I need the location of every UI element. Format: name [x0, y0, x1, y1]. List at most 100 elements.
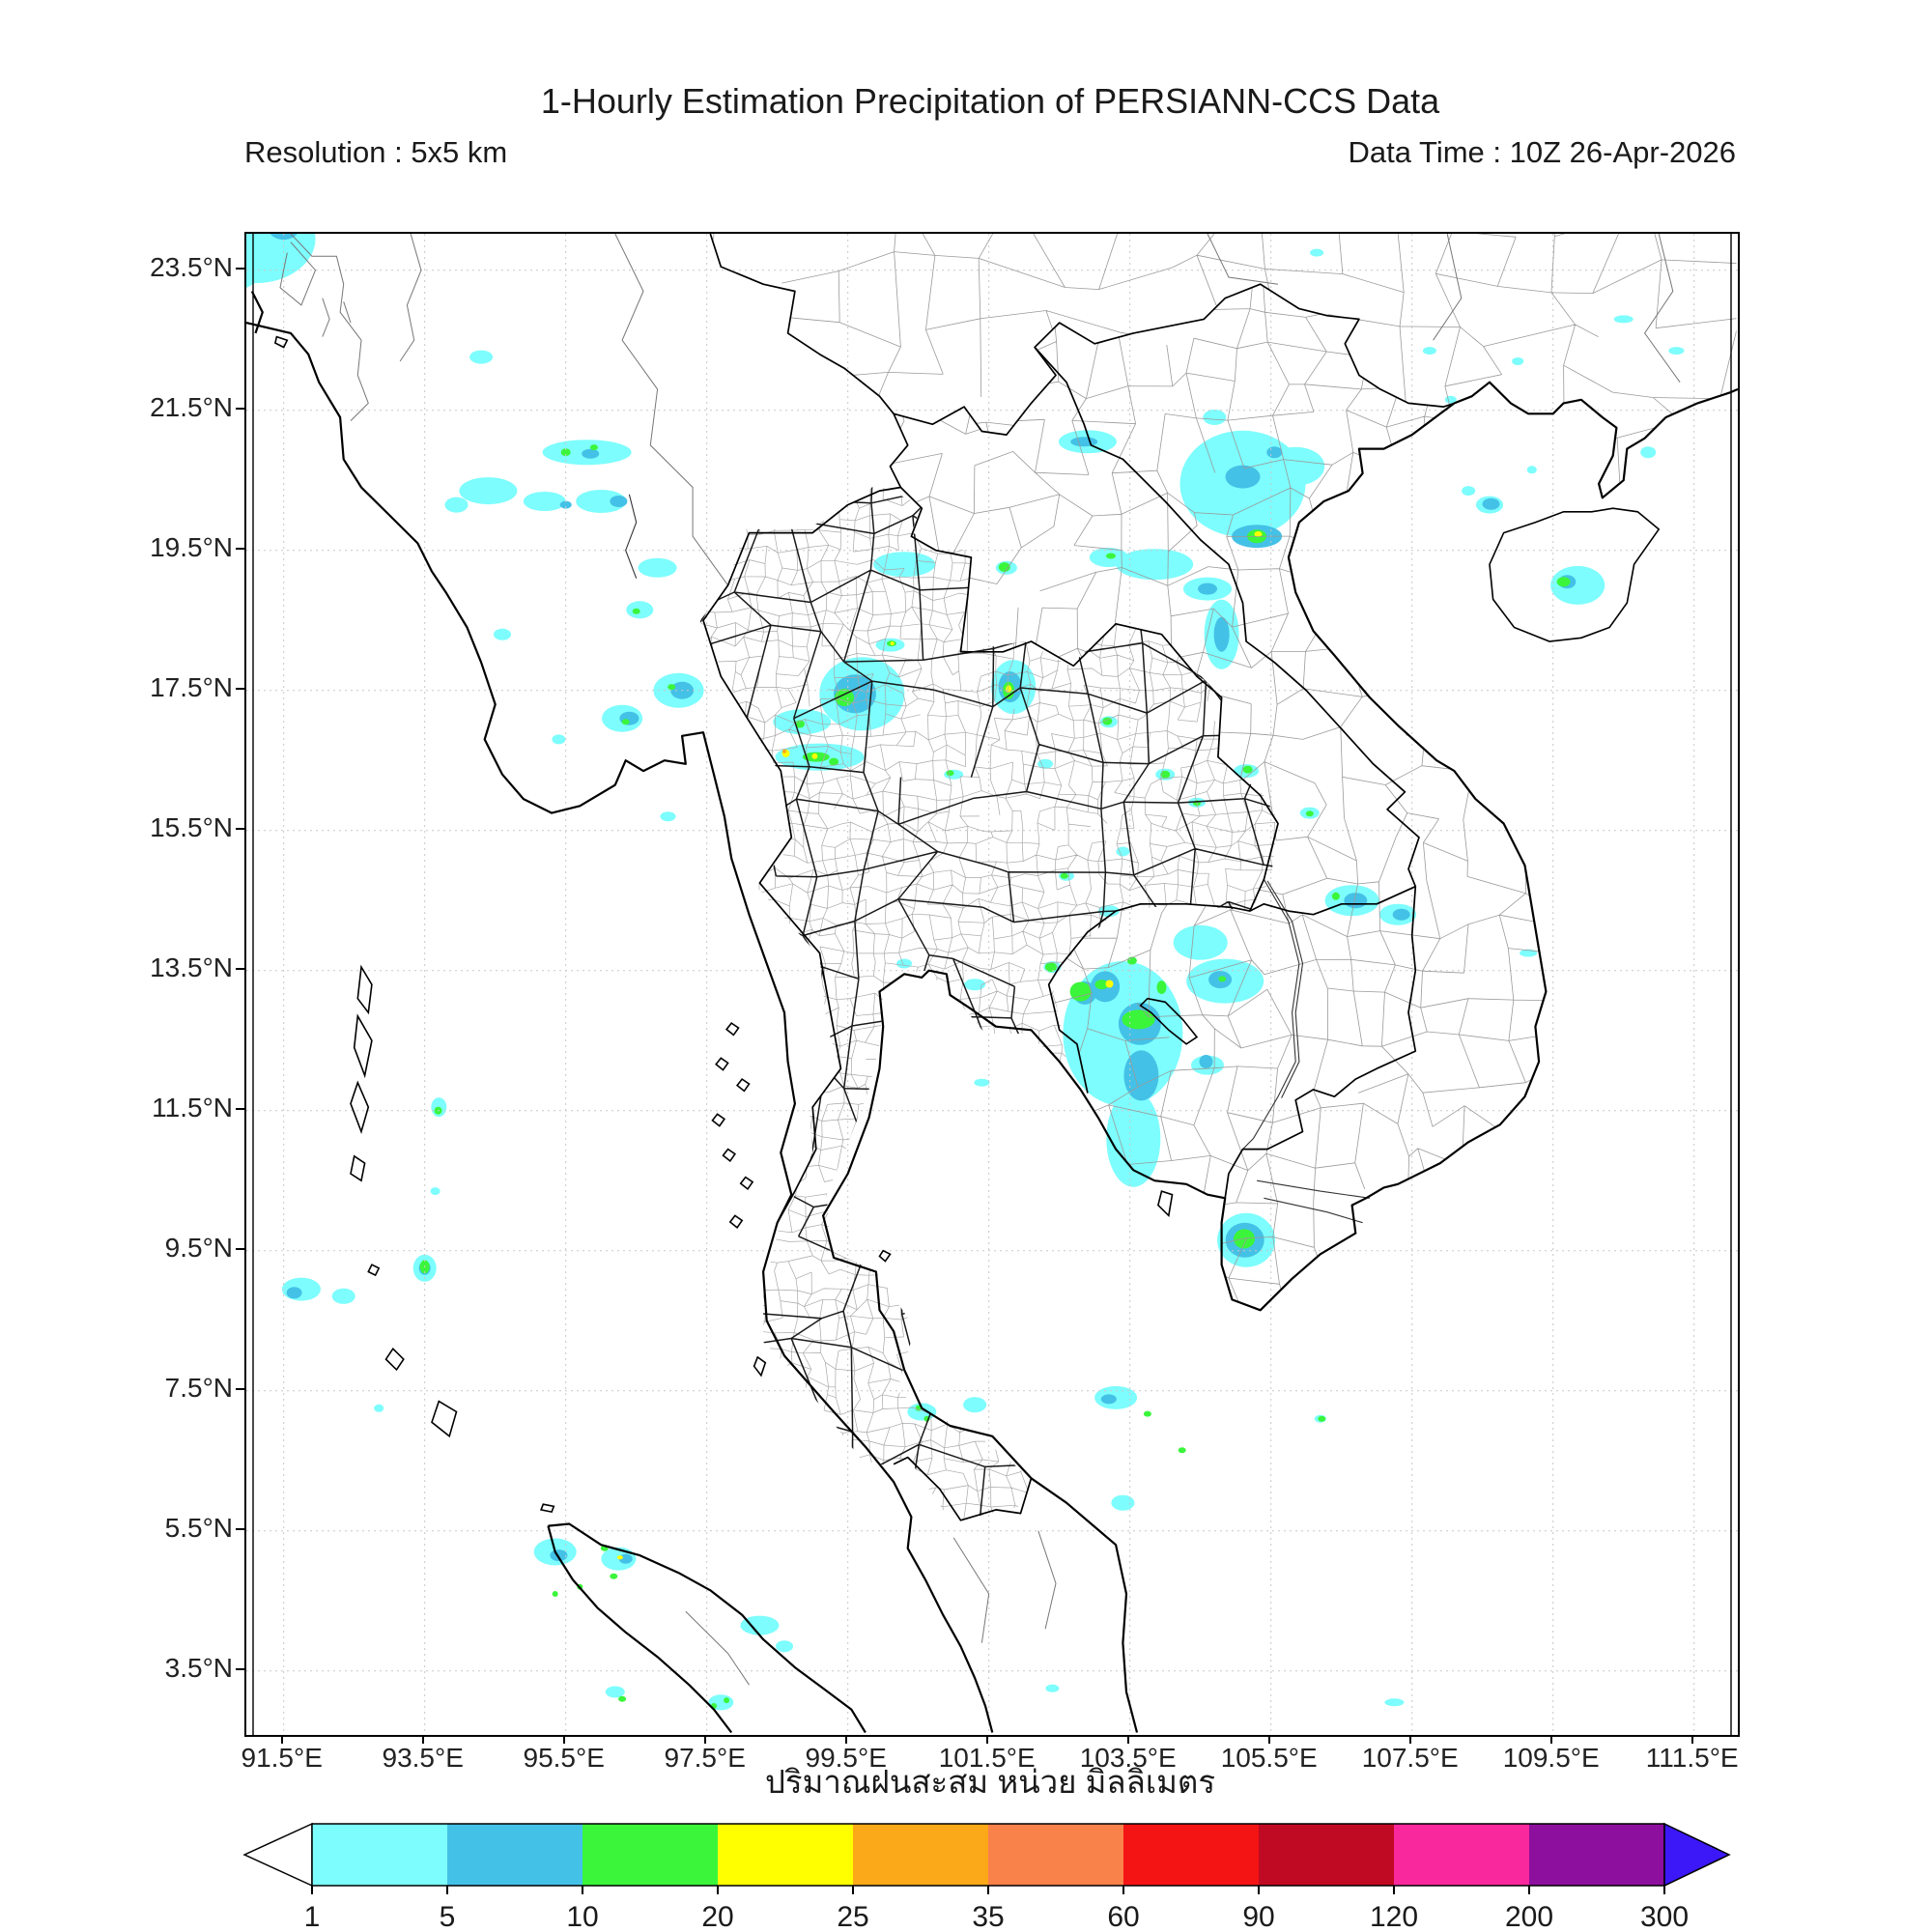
country-border [899, 486, 1279, 1094]
precipitation-cell [776, 1640, 793, 1653]
lat-tick-label: 3.5°N [164, 1652, 233, 1683]
lat-tick-mark [236, 1527, 244, 1530]
precipitation-cell [552, 1591, 558, 1597]
coastline [822, 402, 1548, 1733]
colorbar-tick-label: 200 [1505, 1901, 1553, 1932]
island-outline [356, 964, 373, 1015]
precipitation-cell [724, 1697, 730, 1704]
lon-tick-mark [280, 1735, 283, 1744]
precipitation-cell [589, 444, 598, 451]
lat-tick-mark [236, 1387, 244, 1390]
precipitation-cell [1045, 1684, 1060, 1692]
precipitation-cell [1422, 347, 1436, 355]
lat-tick-mark [236, 827, 244, 830]
colorbar-tick-label: 35 [972, 1901, 1004, 1932]
lon-tick-label: 105.5°E [1220, 1743, 1318, 1773]
island-outline [273, 335, 289, 349]
precipitation-cell [1069, 981, 1092, 1002]
precipitation-cell [1070, 437, 1098, 447]
admin-border [1643, 234, 1681, 383]
lat-tick-mark [236, 1667, 244, 1670]
precipitation-cell [638, 557, 677, 578]
precipitation-cell [1116, 549, 1194, 581]
lon-tick-label: 109.5°E [1502, 1743, 1600, 1773]
lon-tick-mark [562, 1735, 565, 1744]
page-title: 1-Hourly Estimation Precipitation of PER… [540, 81, 1440, 121]
lat-tick-label: 19.5°N [150, 531, 233, 562]
map-canvas [246, 234, 1738, 1735]
precipitation-cell [660, 811, 676, 822]
precipitation-cell [1203, 410, 1227, 425]
admin-border [685, 1610, 750, 1686]
island-outline [1157, 1190, 1174, 1218]
island-outline [878, 1249, 892, 1263]
precipitation-cell [896, 958, 913, 969]
river [625, 494, 638, 579]
precipitation-cell [605, 1686, 625, 1698]
precipitation-cell [1225, 465, 1261, 489]
precipitation-cell [1392, 908, 1410, 921]
lat-tick-mark [236, 267, 244, 270]
precipitation-cell [1105, 980, 1114, 988]
precipitation-cell [1512, 357, 1524, 365]
coastline [246, 322, 994, 1733]
lon-tick-label: 99.5°E [805, 1743, 887, 1773]
island-outline [431, 1400, 458, 1438]
colorbar-segment [1259, 1824, 1394, 1886]
lon-tick-label: 101.5°E [938, 1743, 1036, 1773]
island-outline [711, 1113, 726, 1127]
precipitation-cell [374, 1404, 384, 1412]
island-outline [735, 1078, 751, 1093]
precipitation-cell [1331, 892, 1340, 900]
resolution-label: Resolution : 5x5 km [244, 135, 508, 169]
admin-border [952, 1537, 990, 1643]
lat-tick-label: 15.5°N [150, 811, 233, 842]
country-border [893, 1456, 1033, 1521]
precipitation-cell [281, 1277, 321, 1301]
river [1266, 880, 1304, 1098]
lon-tick-label: 93.5°E [382, 1743, 464, 1773]
precipitation-cell [740, 1615, 780, 1635]
island-outline [739, 1176, 754, 1191]
island-outline [1139, 997, 1199, 1045]
river [1264, 1197, 1363, 1224]
admin-border [290, 234, 369, 421]
lon-tick-mark [1549, 1735, 1552, 1744]
island-outline [350, 1080, 370, 1135]
precipitation-cell [246, 234, 316, 284]
colorbar-segment [1123, 1824, 1259, 1886]
precipitation-cell [1482, 497, 1500, 510]
precipitation-cells [246, 234, 1685, 1711]
island-outline [715, 1057, 729, 1071]
lat-tick-mark [236, 1247, 244, 1250]
precipitation-cell [286, 1287, 302, 1299]
lat-tick-mark [236, 1107, 244, 1110]
lat-tick-label: 21.5°N [150, 391, 233, 422]
country-border [1034, 346, 1420, 916]
precipitation-cell [1006, 685, 1012, 694]
precipitation-cell [1044, 962, 1057, 973]
precipitation-cell [1550, 565, 1605, 605]
precipitation-cell [1094, 980, 1109, 990]
colorbar-segment [582, 1824, 718, 1886]
precipitation-cell [782, 749, 786, 753]
precipitation-cell [1037, 758, 1054, 769]
precipitation-cell [331, 1288, 355, 1304]
lon-tick-mark [703, 1735, 706, 1744]
admin-border [1037, 1530, 1057, 1630]
river [1257, 1179, 1370, 1199]
colorbar-segment [988, 1824, 1123, 1886]
lat-tick-mark [236, 547, 244, 550]
precipitation-cell [974, 1078, 990, 1087]
precipitation-cell [523, 492, 566, 511]
precipitation-cell [1520, 949, 1538, 957]
lat-tick-label: 11.5°N [152, 1092, 233, 1122]
precipitation-cell [1100, 1394, 1117, 1405]
colorbar-tick-label: 10 [566, 1901, 598, 1932]
lat-tick-mark [236, 407, 244, 410]
admin-border [1207, 234, 1279, 285]
precipitation-cell [616, 1555, 623, 1560]
precipitation-cell [668, 684, 676, 691]
precipitation-cell [459, 477, 518, 505]
lat-tick-label: 5.5°N [164, 1512, 233, 1543]
